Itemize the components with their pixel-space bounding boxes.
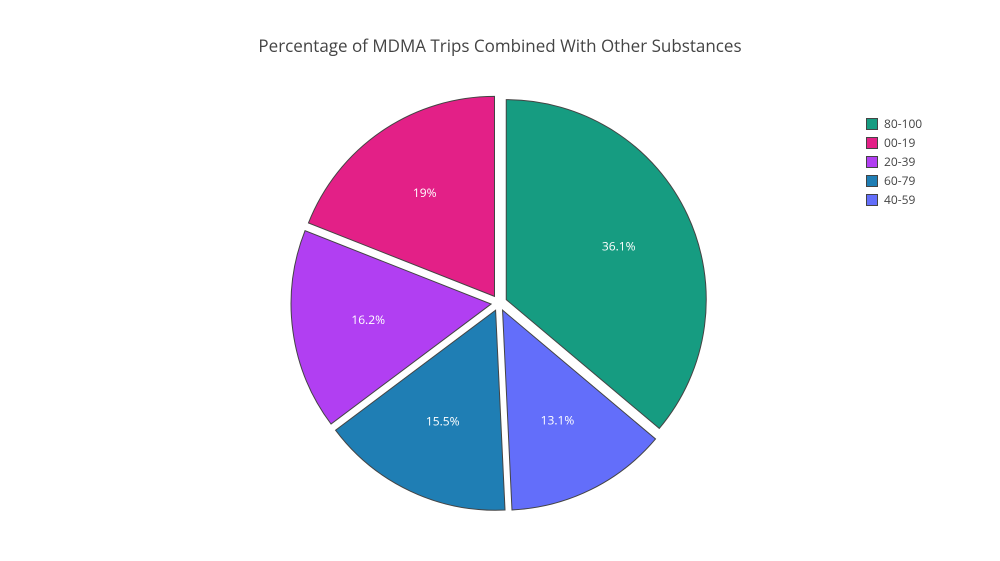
slice-label: 16.2%	[351, 311, 385, 328]
chart-title: Percentage of MDMA Trips Combined With O…	[0, 34, 1000, 57]
legend-label: 80-100	[884, 115, 922, 132]
slice-label: 15.5%	[426, 413, 460, 430]
legend-item[interactable]: 20-39	[866, 152, 922, 171]
legend-swatch	[866, 137, 878, 149]
legend-swatch	[866, 118, 878, 130]
legend-label: 00-19	[884, 134, 915, 151]
slice-label: 19%	[413, 184, 437, 201]
legend-swatch	[866, 175, 878, 187]
legend-item[interactable]: 40-59	[866, 190, 922, 209]
slice-label: 36.1%	[602, 238, 636, 255]
legend-swatch	[866, 156, 878, 168]
legend-label: 60-79	[884, 172, 915, 189]
legend-item[interactable]: 00-19	[866, 133, 922, 152]
legend-label: 20-39	[884, 153, 915, 170]
legend-item[interactable]: 60-79	[866, 171, 922, 190]
legend: 80-100 00-19 20-39 60-79 40-59	[866, 114, 922, 209]
chart-container: { "chart": { "type": "pie", "title": "Pe…	[0, 0, 1000, 561]
legend-label: 40-59	[884, 191, 915, 208]
legend-item[interactable]: 80-100	[866, 114, 922, 133]
slice-label: 13.1%	[541, 412, 575, 429]
pie-chart: 36.1% 13.1% 15.5% 16.2% 19%	[288, 92, 710, 514]
legend-swatch	[866, 194, 878, 206]
